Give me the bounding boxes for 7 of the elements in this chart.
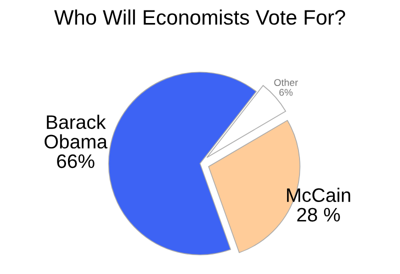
chart-title: Who Will Economists Vote For?: [54, 9, 346, 25]
data-label: 28 %: [297, 208, 340, 222]
slice-label: McCain: [287, 188, 350, 202]
data-label: 6%: [279, 88, 293, 96]
slice-label: Other: [274, 78, 298, 86]
data-label: 66%: [57, 154, 94, 168]
slice-label: Barack Obama: [44, 114, 108, 149]
